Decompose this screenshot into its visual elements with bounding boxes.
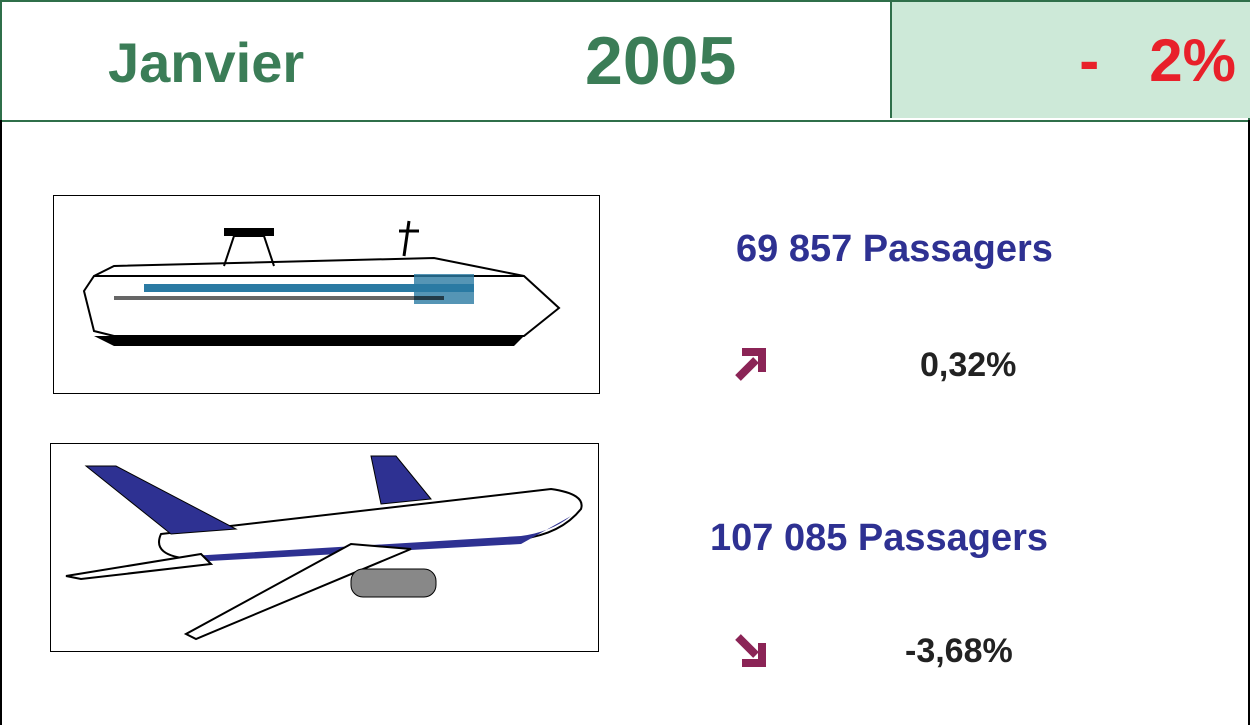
ferry-change: 0,32% [920,346,1016,385]
month: Janvier [108,30,304,95]
ship-image [53,195,600,394]
air-passengers: 107 085 Passagers [710,517,1048,560]
year: 2005 [585,22,736,100]
plane-image [50,443,599,652]
trend-down-arrow [732,633,768,669]
overall-change: - 2% [1079,26,1236,95]
ferry-passengers: 69 857 Passagers [736,228,1053,271]
air-change: -3,68% [905,632,1013,671]
slide: Janvier 2005 - 2% 69 857 Passagers 0,32%… [0,0,1250,725]
trend-up-arrow [732,346,768,382]
